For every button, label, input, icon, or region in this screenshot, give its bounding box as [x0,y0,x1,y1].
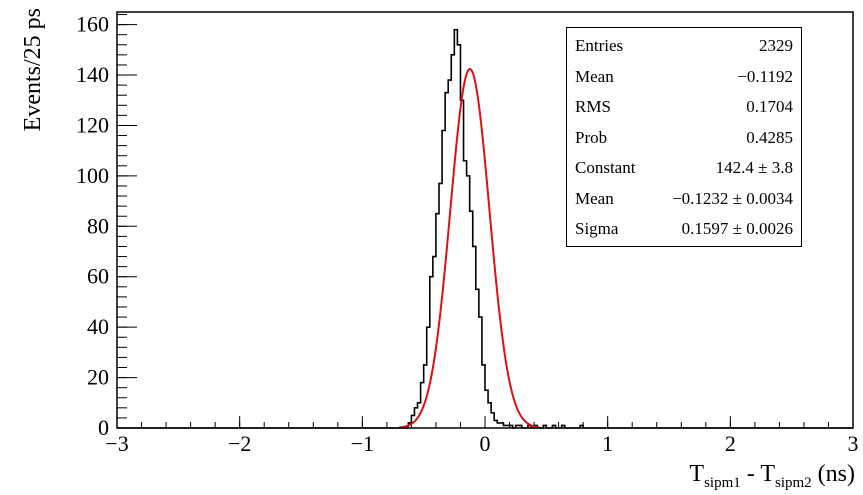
x-tick-label: 1 [602,431,613,456]
x-tick-label: 3 [848,431,859,456]
x-tick-label: 2 [725,431,736,456]
stats-row-fit-mean: Mean −0.1232 ± 0.0034 [575,188,793,208]
stats-box: Entries 2329 Mean −0.1192 RMS 0.1704 Prob 0.… [566,27,802,247]
x-tick-label: −1 [351,431,374,456]
y-tick-label: 40 [87,314,109,339]
stats-row-rms: RMS 0.1704 [575,97,793,117]
y-tick-label: 100 [76,163,109,188]
x-tick-label: −3 [105,431,128,456]
y-tick-label: 20 [87,365,109,390]
stats-row-mean: Mean −0.1192 [575,66,793,86]
gaussian-fit [399,67,540,429]
x-tick-label: 0 [480,431,491,456]
y-tick-label: 140 [76,62,109,87]
y-tick-label: 120 [76,112,109,137]
histogram-outline [117,28,853,429]
x-axis-label: Tsipm1 - Tsipm2 (ns) [689,461,855,491]
stats-row-entries: Entries 2329 [575,36,793,56]
y-tick-label: 160 [76,12,109,37]
y-axis-label: Events/25 ps [20,8,46,131]
x-tick-label: −2 [228,431,251,456]
tick-labels: −3 −2 −1 0 1 2 3 0 20 40 60 80 100 120 140 160 [76,12,859,456]
y-tick-label: 0 [98,415,109,440]
stats-row-prob: Prob 0.4285 [575,127,793,147]
y-tick-label: 60 [87,264,109,289]
stats-row-sigma: Sigma 0.1597 ± 0.0026 [575,219,793,239]
y-tick-label: 80 [87,213,109,238]
plot-frame [116,11,854,429]
stats-row-constant: Constant 142.4 ± 3.8 [575,158,793,178]
histogram-bars [117,28,853,429]
fit-curve [399,67,540,429]
